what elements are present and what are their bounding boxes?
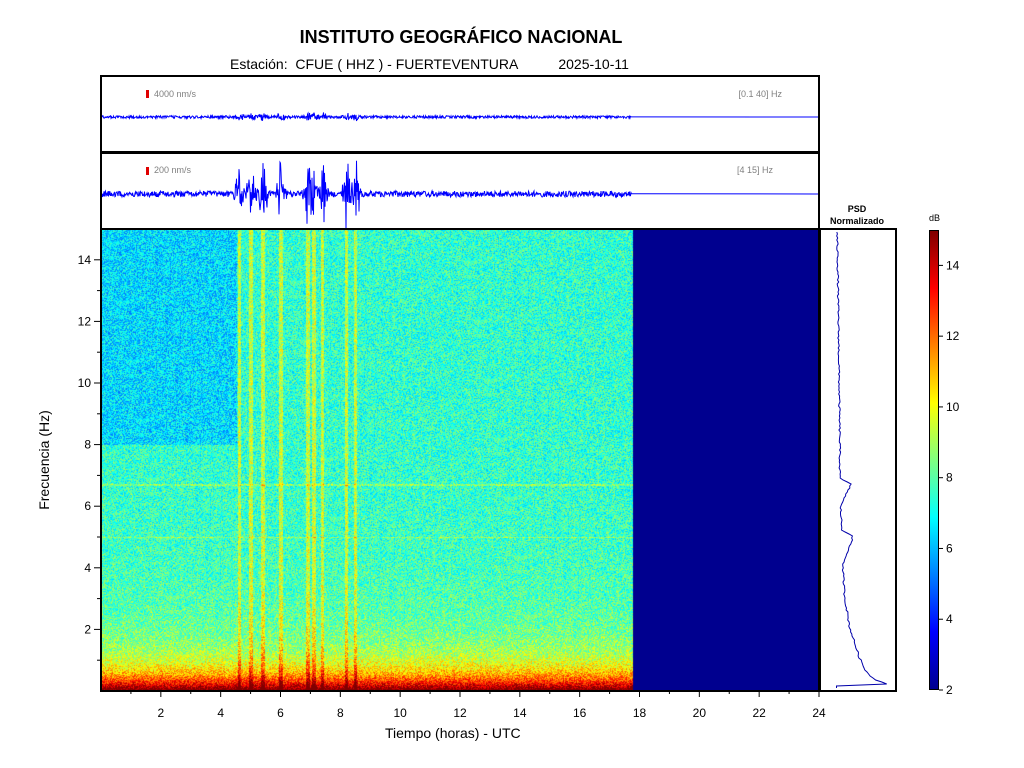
chart-subtitle: Estación: CFUE ( HHZ ) - FUERTEVENTURA 20… [230, 56, 629, 72]
y-axis-label: Frecuencia (Hz) [36, 410, 52, 510]
colorbar-tick-label: 4 [946, 612, 953, 626]
trace-band-label: [0.1 40] Hz [738, 89, 782, 99]
x-tick-label: 8 [337, 706, 344, 720]
colorbar-tick-label: 2 [946, 683, 953, 697]
trace-waveform [102, 160, 818, 228]
spectrogram-heatmap [101, 229, 819, 691]
colorbar-unit: dB [929, 213, 941, 223]
x-tick-label: 6 [277, 706, 284, 720]
x-tick-label: 12 [453, 706, 467, 720]
chart-title: INSTITUTO GEOGRÁFICO NACIONAL [299, 27, 623, 47]
colorbar-tick-label: 12 [946, 329, 960, 343]
y-tick-label: 12 [78, 314, 92, 328]
chart-date: 2025-10-11 [558, 56, 629, 72]
scale-marker [146, 90, 149, 98]
psd-title-line1: PSD [847, 204, 867, 214]
psd-curve [836, 231, 887, 688]
x-tick-label: 4 [217, 706, 224, 720]
x-tick-label: 22 [752, 706, 766, 720]
y-tick-label: 8 [84, 438, 91, 452]
colorbar-tick-label: 10 [946, 400, 960, 414]
y-tick-label: 10 [78, 376, 92, 390]
psd-panel [819, 228, 897, 692]
x-tick-label: 2 [157, 706, 164, 720]
spectrogram-frame [100, 228, 820, 692]
seismogram-trace-broadband [102, 111, 818, 122]
x-tick-label: 20 [693, 706, 707, 720]
colorbar-tick-label: 8 [946, 471, 953, 485]
y-tick-label: 4 [84, 561, 91, 575]
seismogram-trace-filtered [102, 160, 818, 228]
trace-waveform [102, 111, 818, 122]
y-tick-label: 2 [84, 622, 91, 636]
x-axis-label: Tiempo (horas) - UTC [385, 725, 521, 741]
trace-panel-filtered: 200 nm/s [4 15] Hz [100, 152, 820, 230]
x-tick-label: 24 [812, 706, 826, 720]
x-tick-label: 14 [513, 706, 527, 720]
colorbar [929, 230, 939, 690]
x-tick-label: 16 [573, 706, 587, 720]
colorbar-tick-label: 14 [946, 258, 960, 272]
y-tick-label: 14 [78, 253, 92, 267]
colorbar-tick-label: 6 [946, 541, 953, 555]
psd-title-line2: Normalizado [829, 216, 884, 226]
trace-scale-label: 4000 nm/s [154, 89, 197, 99]
psd-title: PSD Normalizado [818, 203, 896, 227]
x-tick-label: 18 [633, 706, 647, 720]
trace-panel-broadband: 4000 nm/s [0.1 40] Hz [100, 75, 820, 153]
station-label: Estación: [230, 56, 288, 72]
y-tick-label: 6 [84, 499, 91, 513]
scale-marker [146, 167, 149, 175]
psd-line [836, 231, 887, 688]
trace-band-label: [4 15] Hz [736, 165, 773, 175]
station-name: CFUE ( HHZ ) - FUERTEVENTURA [295, 56, 519, 72]
trace-scale-label: 200 nm/s [154, 165, 192, 175]
x-tick-label: 10 [393, 706, 407, 720]
